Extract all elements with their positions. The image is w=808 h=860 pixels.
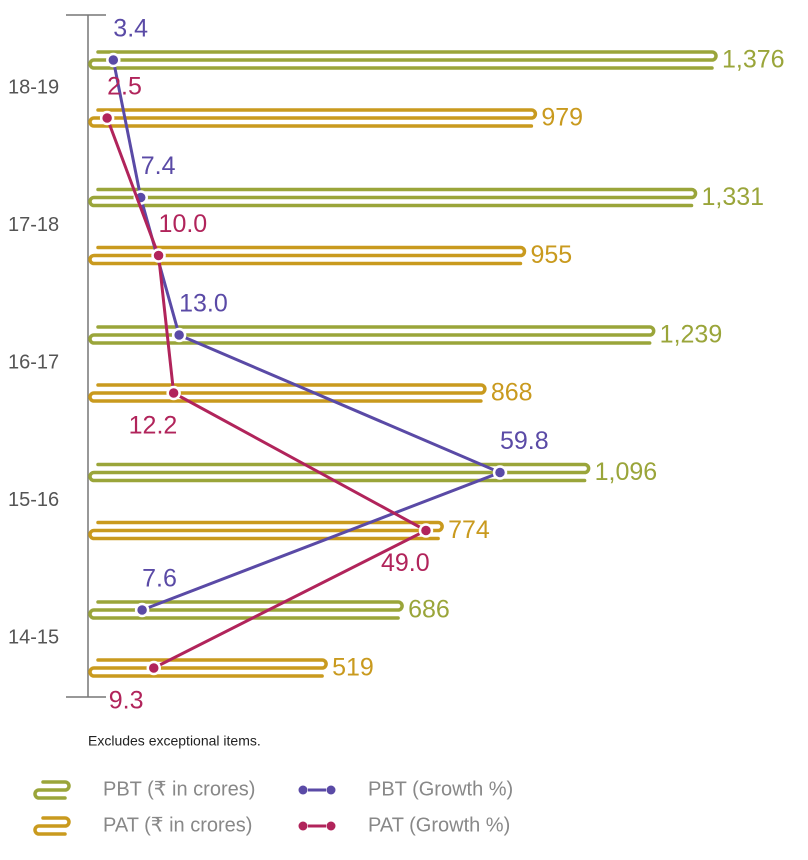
growth-point [99,110,115,126]
legend-label: PAT (₹ in crores) [103,814,252,836]
bar [88,520,444,541]
growth-label: 10.0 [159,210,208,238]
bar [88,245,527,266]
growth-point [151,248,166,263]
growth-point [492,465,508,480]
legend-label: PBT (Growth %) [368,778,513,800]
value-label: 1,331 [702,183,765,211]
growth-point [134,602,150,618]
category-label: 15-16 [8,489,59,511]
note: Excludes exceptional items. [88,733,261,749]
value-label: 519 [332,654,374,682]
bar [88,462,591,483]
value-label: 1,096 [595,458,658,486]
growth-label: 12.2 [129,412,178,440]
growth-label: 7.4 [141,152,176,180]
value-label: 1,376 [722,46,785,74]
value-label: 686 [408,596,450,624]
legend-dot [326,821,336,831]
legend-label: PBT (₹ in crores) [103,778,255,800]
legend-dot [298,785,308,795]
category-label: 17-18 [8,214,59,236]
bar [88,108,538,128]
value-label: 1,239 [660,321,723,349]
category-label: 18-19 [8,76,59,98]
legend-swatch [33,816,71,836]
growth-point [166,385,181,401]
value-label: 979 [541,104,583,132]
growth-label: 7.6 [142,565,177,593]
category-label: 14-15 [8,626,59,648]
bar [88,187,698,208]
category-label: 16-17 [8,351,59,373]
legend-dot [326,785,336,795]
growth-point [418,523,434,538]
growth-label: 3.4 [113,15,148,43]
growth-point [146,660,162,676]
growth-point [106,52,121,68]
bar [88,50,718,70]
growth-label: 59.8 [500,427,549,455]
legend-label: PAT (Growth %) [368,814,510,836]
growth-label: 49.0 [381,549,430,577]
bar [88,325,656,345]
growth-label: 13.0 [179,290,228,318]
legend-dot [298,821,308,831]
bar [88,658,328,678]
value-label: 868 [491,379,533,407]
value-label: 774 [448,516,490,544]
growth-point [171,327,187,343]
value-label: 955 [530,241,572,269]
growth-label: 2.5 [107,73,142,101]
growth-label: 9.3 [109,687,144,715]
legend-swatch [33,780,71,800]
bar [88,600,404,620]
bar [88,383,487,403]
